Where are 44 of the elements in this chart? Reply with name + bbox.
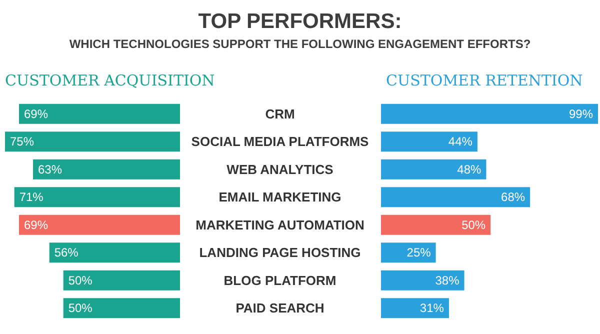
data-label: 71% <box>19 190 44 204</box>
data-label: 50% <box>68 273 93 288</box>
data-label: 63% <box>38 162 62 176</box>
y-tick-label: EMAIL MARKETING <box>218 190 342 205</box>
bar <box>381 298 449 318</box>
data-label: 68% <box>501 190 526 204</box>
x-axis-title: CUSTOMER ACQUISITION <box>5 72 215 90</box>
data-label: 99% <box>568 106 594 121</box>
data-label: 31% <box>420 301 444 316</box>
bar <box>381 132 478 152</box>
bar <box>381 270 464 290</box>
y-tick-label: PAID SEARCH <box>236 300 324 316</box>
bar <box>381 104 598 124</box>
data-label: 48% <box>457 162 482 176</box>
bar <box>381 187 530 208</box>
bar <box>14 187 180 208</box>
data-label: 44% <box>448 134 473 149</box>
data-label: 25% <box>406 246 432 260</box>
y-tick-label: WEB ANALYTICS <box>226 162 334 177</box>
text: WHICH TECHNOLOGIES SUPPORT THE FOLLOWING ENGAGEMENT EFFORTS? <box>69 37 531 51</box>
y-tick-label: MARKETING AUTOMATION <box>196 217 364 232</box>
bar <box>63 270 180 290</box>
data-label: 69% <box>24 218 48 232</box>
bar <box>381 242 436 263</box>
data-label: 50% <box>68 301 93 316</box>
data-label: 50% <box>462 218 486 232</box>
data-label: 75% <box>10 134 34 149</box>
text: TOP PERFORMERS: <box>198 10 402 33</box>
bar <box>19 104 180 124</box>
data-label: 56% <box>54 246 79 260</box>
y-tick-label: SOCIAL MEDIA PLATFORMS <box>191 134 370 150</box>
y-tick-label: LANDING PAGE HOSTING <box>199 245 361 260</box>
data-label: 69% <box>24 106 48 121</box>
data-label: 38% <box>435 273 460 288</box>
bar <box>19 214 180 235</box>
bar <box>381 159 486 180</box>
bar <box>381 214 491 235</box>
bar <box>49 242 180 263</box>
x-axis-title: CUSTOMER RETENTION <box>386 72 583 90</box>
y-tick-label: BLOG PLATFORM <box>224 272 336 288</box>
y-tick-label: CRM <box>265 106 295 122</box>
bar <box>5 132 180 152</box>
bar <box>33 159 180 180</box>
bar <box>63 298 180 318</box>
